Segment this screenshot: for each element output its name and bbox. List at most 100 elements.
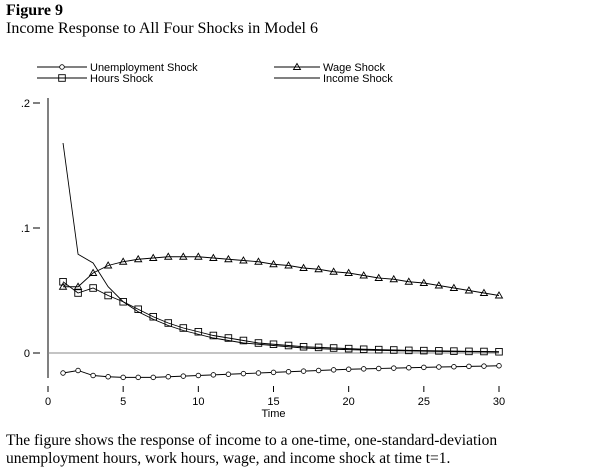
x-tick-label: 30 [493,396,505,408]
data-point [314,343,323,352]
data-point [179,252,188,260]
data-point [165,374,171,380]
data-point [389,274,399,283]
legend-label: Hours Shock [90,73,153,85]
data-point [464,286,474,294]
data-point [419,278,429,286]
series-line [63,256,500,296]
data-point [344,268,353,276]
legend-item: Wage Shock [274,62,385,74]
data-point [135,374,141,381]
data-point [194,328,203,336]
data-point [269,340,278,349]
figure-title: Income Response to All Four Shocks in Mo… [6,20,318,37]
data-point [329,267,338,275]
data-point [284,341,293,350]
data-point [479,288,489,296]
legend-item: Hours Shock [37,73,153,85]
data-point [224,254,233,263]
data-point [60,370,66,376]
data-point [148,253,158,261]
data-point [164,319,173,327]
data-point [119,298,127,306]
legend-label: Income Shock [323,73,393,85]
x-tick-label: 25 [418,396,430,408]
data-point [481,363,487,369]
data-point [163,252,173,260]
data-point [225,371,232,377]
data-point [118,257,128,265]
series-hours-shock [59,278,503,356]
legend-label: Unemployment Shock [90,62,198,74]
legend-marker [59,64,65,70]
data-point [284,261,293,269]
data-point [180,373,186,379]
data-point [239,256,248,264]
data-point [359,345,368,354]
legend-marker [58,74,66,82]
data-point [496,363,502,369]
data-point [314,264,323,273]
data-point [88,268,98,276]
data-point [210,372,217,378]
data-point [330,367,337,373]
data-point [224,334,233,342]
figure-caption: The figure shows the response of income … [6,432,600,468]
caption-line: unemployment hours, work hours, wage, an… [6,450,451,467]
data-point [209,331,218,340]
data-point [255,370,262,376]
data-point [406,365,412,371]
data-point [240,370,247,377]
data-point [390,346,398,354]
data-point [179,324,188,332]
legend-item: Unemployment Shock [37,62,198,74]
data-point [103,261,113,269]
data-point [404,277,414,285]
data-point [361,366,367,372]
y-tick-label: 0 [24,348,30,360]
series-wage-shock [58,252,504,299]
data-point [254,339,263,347]
data-point [254,257,263,265]
data-point [149,313,157,321]
data-point [104,291,112,300]
data-point [421,364,427,371]
data-point [434,281,444,289]
data-point [374,345,383,354]
data-point [269,259,278,268]
series-income-shock [62,142,500,353]
series-unemployment-shock [60,363,502,381]
data-point [270,369,277,376]
series-line [62,365,500,378]
data-point [299,263,308,271]
data-point [75,367,81,374]
data-point [449,283,459,291]
data-point [89,284,97,292]
data-point [315,367,322,374]
data-point [344,344,353,353]
data-point [374,273,384,281]
caption-line: The figure shows the response of income … [6,432,498,449]
data-point [90,372,96,379]
x-tick-label: 15 [267,396,279,408]
data-point [194,252,203,260]
data-point [345,366,352,372]
data-point [74,289,82,297]
data-point [436,364,442,370]
data-point [376,365,382,372]
legend-label: Wage Shock [323,62,385,74]
x-tick-label: 5 [120,396,126,408]
chart: 0 .1 .2 0 5 10 15 20 25 30 Time Unemployment Shock W… [21,62,505,420]
data-point [105,374,111,380]
figure-label: Figure 9 [6,2,64,19]
data-point [150,374,156,381]
x-axis-label: Time [261,408,285,420]
legend-marker [292,62,302,70]
x-tick-label: 0 [45,396,51,408]
y-tick-label: .2 [21,98,30,110]
data-point [466,363,472,370]
data-point [58,282,68,290]
data-point [209,253,218,261]
data-point [299,343,308,351]
y-tick-label: .1 [21,223,30,235]
